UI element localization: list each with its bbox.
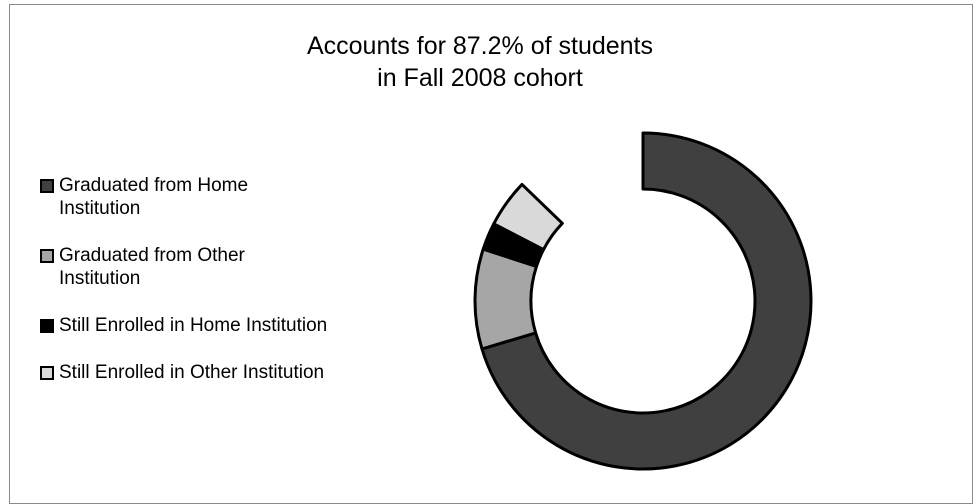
legend-item-graduated-home: Graduated from Home Institution: [38, 174, 328, 220]
legend-label-graduated-other: Graduated from Other Institution: [59, 245, 245, 289]
donut-chart: [473, 131, 813, 471]
legend-item-enrolled-home: Still Enrolled in Home Institution: [38, 314, 328, 337]
legend-label-graduated-home: Graduated from Home Institution: [59, 175, 249, 219]
chart-legend: Graduated from Home Institution Graduate…: [38, 174, 328, 408]
chart-title-line-1: Accounts for 87.2% of students: [306, 32, 654, 60]
chart-title-line-2: in Fall 2008 cohort: [377, 64, 583, 92]
legend-swatch-enrolled-other: [40, 366, 54, 380]
legend-label-enrolled-home: Still Enrolled in Home Institution: [59, 315, 328, 336]
donut-slices: [473, 131, 813, 471]
legend-swatch-graduated-home: [40, 179, 54, 193]
slice-enrolled-other: [492, 182, 564, 252]
legend-item-enrolled-other: Still Enrolled in Other Institution: [38, 361, 328, 384]
legend-item-graduated-other: Graduated from Other Institution: [38, 244, 328, 290]
chart-title: Accounts for 87.2% of students in Fall 2…: [190, 30, 770, 94]
legend-swatch-enrolled-home: [40, 319, 54, 333]
slice-graduated-home: [480, 131, 813, 471]
legend-swatch-graduated-other: [40, 249, 54, 263]
legend-label-enrolled-other: Still Enrolled in Other Institution: [59, 362, 325, 383]
